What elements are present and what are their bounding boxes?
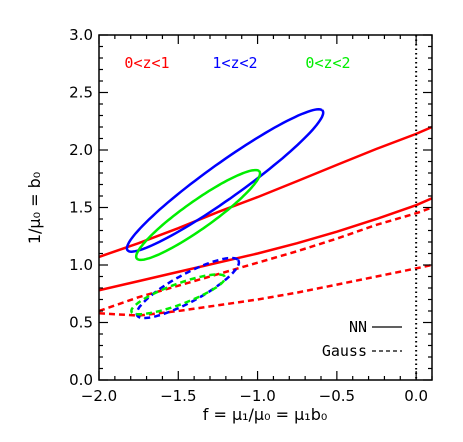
y-tick-label: 0.5 xyxy=(69,314,93,332)
legend: NN Gauss xyxy=(322,318,402,360)
y-tick-label: 0.0 xyxy=(69,371,93,389)
data-layer xyxy=(99,108,432,320)
series-line-1 xyxy=(99,197,432,292)
redshift-label: 0<z<1 xyxy=(124,54,169,72)
tick-layer: −2.0 −1.5 −1.0 −0.5 0.0 0.0 0.5 1.0 1.5 2.0 2.5 3.0 xyxy=(69,26,433,405)
x-tick-label: −0.5 xyxy=(319,387,355,405)
contour-ellipse-6 xyxy=(135,256,241,320)
annotation-layer: 0<z<1 1<z<2 0<z<2 xyxy=(124,54,350,72)
contour-ellipse-7 xyxy=(130,273,227,316)
y-tick-label: 1.0 xyxy=(69,256,93,274)
legend-label: NN xyxy=(349,318,367,336)
y-tick-label: 2.0 xyxy=(69,141,93,159)
series-line-2 xyxy=(99,206,432,313)
plot-frame xyxy=(98,34,433,381)
redshift-label: 1<z<2 xyxy=(212,54,257,72)
contour-ellipse-5 xyxy=(134,168,262,262)
y-tick-label: 1.5 xyxy=(69,199,93,217)
legend-label: Gauss xyxy=(322,342,367,360)
series-line-0 xyxy=(99,125,432,259)
x-tick-label: −2.0 xyxy=(81,387,117,405)
x-tick-label: −1.0 xyxy=(239,387,275,405)
y-tick-label: 3.0 xyxy=(69,26,93,44)
label-layer: f = μ₁/μ₀ = μ₁b₀ 1/μ₀ = b₀ xyxy=(25,172,327,424)
x-tick-label: −1.5 xyxy=(160,387,196,405)
x-axis-label: f = μ₁/μ₀ = μ₁b₀ xyxy=(203,405,328,424)
y-tick-label: 2.5 xyxy=(69,84,93,102)
y-axis-label: 1/μ₀ = b₀ xyxy=(25,172,44,244)
contour-ellipse-4 xyxy=(125,108,325,253)
redshift-label: 0<z<2 xyxy=(305,54,350,72)
x-tick-label: 0.0 xyxy=(404,387,428,405)
series-line-3 xyxy=(99,263,432,317)
